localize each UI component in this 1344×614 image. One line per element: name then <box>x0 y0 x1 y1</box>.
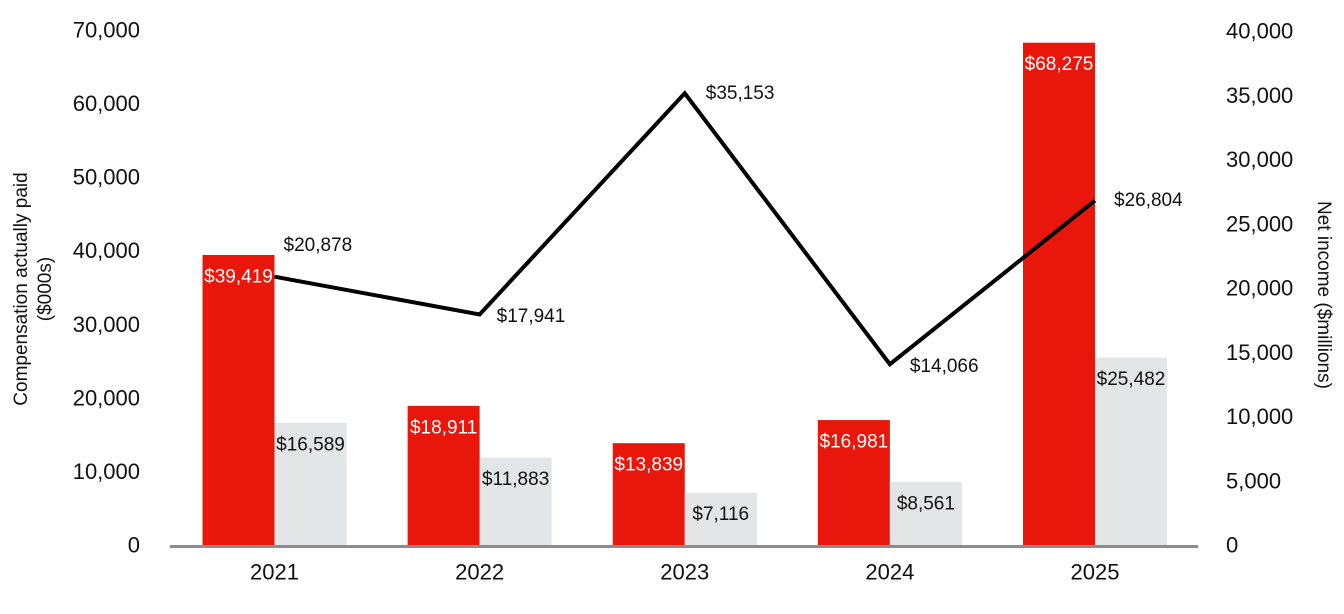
right-axis-tick-0: 0 <box>1226 533 1238 558</box>
bar-compensation-actually-paid-bars-2021 <box>202 254 275 546</box>
left-axis-tick-40,000: 40,000 <box>73 238 140 263</box>
bar-gray-bars-2021 <box>274 422 347 545</box>
bar-label-gray-bars-2021: $16,589 <box>276 434 345 455</box>
x-axis-label-2021: 2021 <box>250 560 299 585</box>
bar-compensation-actually-paid-bars-2022 <box>407 405 480 545</box>
bar-compensation-actually-paid-bars-2024 <box>817 420 890 545</box>
left-axis-tick-20,000: 20,000 <box>73 385 140 410</box>
x-axis-label-2022: 2022 <box>455 560 504 585</box>
line-net-income-line <box>274 90 1097 368</box>
x-axis-label-2025: 2025 <box>1071 560 1120 585</box>
right-axis-tick-20,000: 20,000 <box>1226 276 1293 301</box>
bar-label-gray-bars-2025: $25,482 <box>1097 369 1166 390</box>
line-label-2025: $26,804 <box>1114 190 1183 211</box>
line-label-2024: $14,066 <box>910 356 979 377</box>
right-axis-tick-40,000: 40,000 <box>1226 19 1293 44</box>
x-axis-label-2023: 2023 <box>660 560 709 585</box>
bar-gray-bars-2022 <box>479 457 552 545</box>
line-label-2021: $20,878 <box>284 235 353 256</box>
left-axis-tick-10,000: 10,000 <box>73 459 140 484</box>
right-axis-tick-25,000: 25,000 <box>1226 211 1293 236</box>
bar-label-gray-bars-2023: $7,116 <box>692 504 749 525</box>
right-axis-tick-15,000: 15,000 <box>1226 340 1293 365</box>
bar-label-compensation-actually-paid-bars-2024: $16,981 <box>820 432 889 453</box>
x-axis-label-2024: 2024 <box>865 560 914 585</box>
bar-label-gray-bars-2022: $11,883 <box>482 469 549 490</box>
line-label-2023: $35,153 <box>706 83 775 104</box>
left-axis-tick-50,000: 50,000 <box>73 165 140 190</box>
bar-compensation-actually-paid-bars-2025 <box>1023 42 1095 545</box>
bar-gray-bars-2023 <box>684 492 757 545</box>
bar-gray-bars-2024 <box>889 482 962 545</box>
x-axis-line <box>170 545 1198 548</box>
bar-gray-bars-2025 <box>1095 357 1167 545</box>
bar-compensation-actually-paid-bars-2023 <box>612 443 685 545</box>
line-label-2022: $17,941 <box>497 306 566 327</box>
left-axis-title: Compensation actually paid ($000s) <box>10 129 58 449</box>
bar-label-compensation-actually-paid-bars-2021: $39,419 <box>204 266 273 287</box>
left-axis-title-line2: ($000s) <box>35 256 56 322</box>
left-axis-tick-0: 0 <box>128 533 140 558</box>
bar-label-compensation-actually-paid-bars-2025: $68,275 <box>1025 54 1094 75</box>
right-axis-tick-35,000: 35,000 <box>1226 83 1293 108</box>
left-axis-tick-70,000: 70,000 <box>73 18 140 43</box>
left-axis-title-line1: Compensation actually paid <box>11 172 32 406</box>
right-axis-tick-30,000: 30,000 <box>1226 147 1293 172</box>
bar-label-gray-bars-2024: $8,561 <box>897 494 955 515</box>
left-axis-tick-30,000: 30,000 <box>73 312 140 337</box>
right-axis-title: Net income ($millions) <box>1313 201 1334 389</box>
bar-label-compensation-actually-paid-bars-2022: $18,911 <box>410 417 477 438</box>
right-axis-tick-5,000: 5,000 <box>1226 468 1281 493</box>
right-axis-tick-10,000: 10,000 <box>1226 404 1293 429</box>
bar-label-compensation-actually-paid-bars-2023: $13,839 <box>614 455 683 476</box>
left-axis-tick-60,000: 60,000 <box>73 91 140 116</box>
